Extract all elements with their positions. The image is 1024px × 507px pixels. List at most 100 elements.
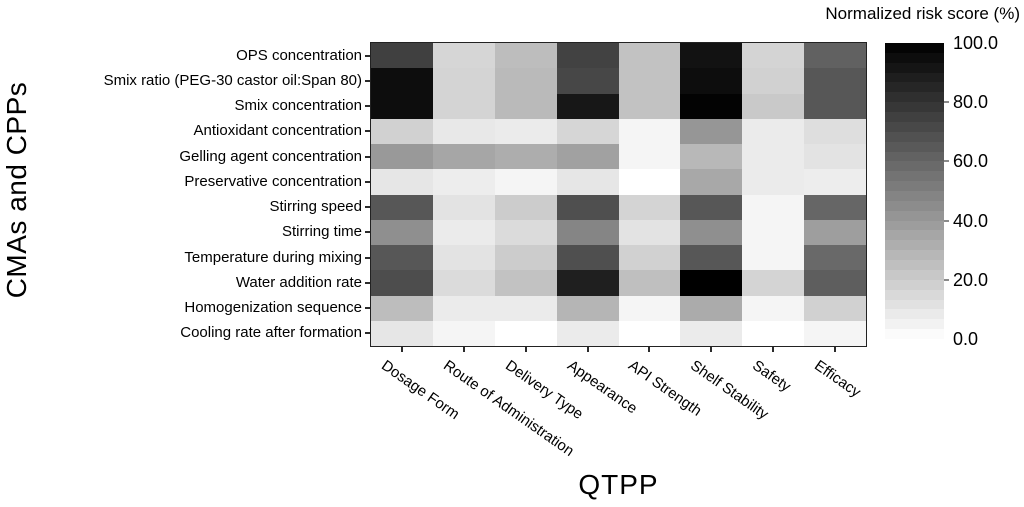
heatmap-cell — [742, 245, 805, 271]
heatmap-cell — [371, 320, 434, 347]
heatmap-cell — [371, 68, 434, 94]
x-tick — [772, 346, 775, 352]
heatmap-cell — [494, 118, 558, 145]
y-tick — [365, 206, 370, 209]
heatmap-cell — [618, 295, 681, 322]
heatmap-cell — [432, 93, 496, 120]
heatmap-cell — [494, 320, 558, 347]
row-label: Cooling rate after formation — [180, 324, 362, 342]
y-tick — [365, 79, 370, 82]
row-label: Antioxidant concentration — [193, 122, 362, 140]
colorbar-band — [885, 52, 944, 64]
y-tick — [365, 332, 370, 335]
colorbar-band — [885, 171, 944, 182]
heatmap-cell — [494, 68, 558, 94]
heatmap-cell — [618, 219, 681, 246]
colorbar-band — [885, 151, 944, 162]
colorbar-band — [885, 92, 944, 103]
colorbar-band — [885, 141, 944, 153]
heatmap-cell — [432, 245, 496, 271]
heatmap-cell — [556, 144, 619, 170]
row-label: Preservative concentration — [184, 172, 362, 190]
heatmap-cell — [680, 169, 743, 195]
y-tick — [365, 180, 370, 183]
heatmap-cell — [432, 295, 496, 322]
colorbar-band — [885, 121, 944, 133]
heatmap-cell — [742, 144, 805, 170]
heatmap-cell — [680, 320, 743, 347]
heatmap-cell — [804, 194, 867, 221]
colorbar-tick — [944, 219, 949, 222]
heatmap-cell — [371, 144, 434, 170]
y-tick — [365, 105, 370, 108]
colorbar-band — [885, 269, 944, 281]
heatmap-cell — [804, 320, 867, 347]
colorbar-band — [885, 230, 944, 241]
heatmap-cell — [618, 68, 681, 94]
x-tick — [400, 346, 403, 352]
x-tick — [648, 346, 651, 352]
heatmap-cell — [742, 270, 805, 296]
heatmap-cell — [804, 43, 867, 69]
colorbar-band — [885, 131, 944, 143]
colorbar-tick-label: 80.0 — [953, 92, 989, 113]
colorbar-tick-label: 0.0 — [953, 329, 979, 349]
heatmap-cell — [742, 169, 805, 195]
colorbar-band — [885, 161, 944, 172]
y-tick — [365, 155, 370, 158]
heatmap-cell — [680, 93, 743, 120]
colorbar-band — [885, 62, 944, 74]
heatmap-cell — [742, 295, 805, 322]
heatmap-cell — [742, 219, 805, 246]
y-tick — [365, 54, 370, 57]
x-tick — [834, 346, 837, 352]
y-tick — [365, 130, 370, 133]
row-label: Stirring time — [281, 223, 362, 241]
heatmap-cell — [618, 245, 681, 271]
heatmap-cell — [371, 270, 434, 296]
colorbar-band — [885, 279, 944, 291]
row-label: Smix ratio (PEG-30 castor oil:Span 80) — [103, 71, 362, 89]
heatmap-cell — [494, 219, 558, 246]
heatmap-cell — [494, 169, 558, 195]
heatmap-cell — [371, 93, 434, 120]
heatmap-cell — [804, 219, 867, 246]
heatmap-cell — [680, 219, 743, 246]
x-axis-label: QTPP — [578, 469, 659, 500]
heatmap-cell — [804, 144, 867, 170]
row-label: OPS concentration — [236, 46, 362, 64]
y-tick — [365, 307, 370, 310]
colorbar-tick-label: 100.0 — [953, 33, 999, 53]
heatmap-cell — [742, 93, 805, 120]
column-label: Safety — [749, 357, 795, 396]
colorbar-title: Normalized risk score (%) — [825, 4, 1020, 23]
y-tick — [365, 256, 370, 259]
heatmap-cell — [432, 320, 496, 347]
x-tick — [710, 346, 713, 352]
heatmap-cell — [680, 270, 743, 296]
heatmap-cell — [432, 169, 496, 195]
colorbar-band — [885, 210, 944, 222]
heatmap-cell — [556, 320, 619, 347]
heatmap-cell — [618, 194, 681, 221]
row-label: Temperature during mixing — [184, 248, 362, 266]
row-label: Stirring speed — [269, 198, 362, 216]
colorbar-band — [885, 200, 944, 212]
heatmap-cell — [742, 43, 805, 69]
colorbar-tick — [944, 160, 949, 163]
colorbar-band — [885, 260, 944, 271]
heatmap-cell — [804, 93, 867, 120]
heatmap-cell — [556, 169, 619, 195]
colorbar-band — [885, 299, 944, 310]
colorbar-band — [885, 43, 944, 54]
heatmap-cell — [680, 144, 743, 170]
row-label: Water addition rate — [235, 273, 362, 291]
heatmap-cell — [804, 245, 867, 271]
heatmap-cell — [556, 219, 619, 246]
heatmap-cell — [432, 43, 496, 69]
heatmap-cell — [494, 245, 558, 271]
colorbar-band — [885, 112, 944, 123]
heatmap-cell — [556, 93, 619, 120]
heatmap-cell — [432, 144, 496, 170]
colorbar-band — [885, 102, 944, 113]
